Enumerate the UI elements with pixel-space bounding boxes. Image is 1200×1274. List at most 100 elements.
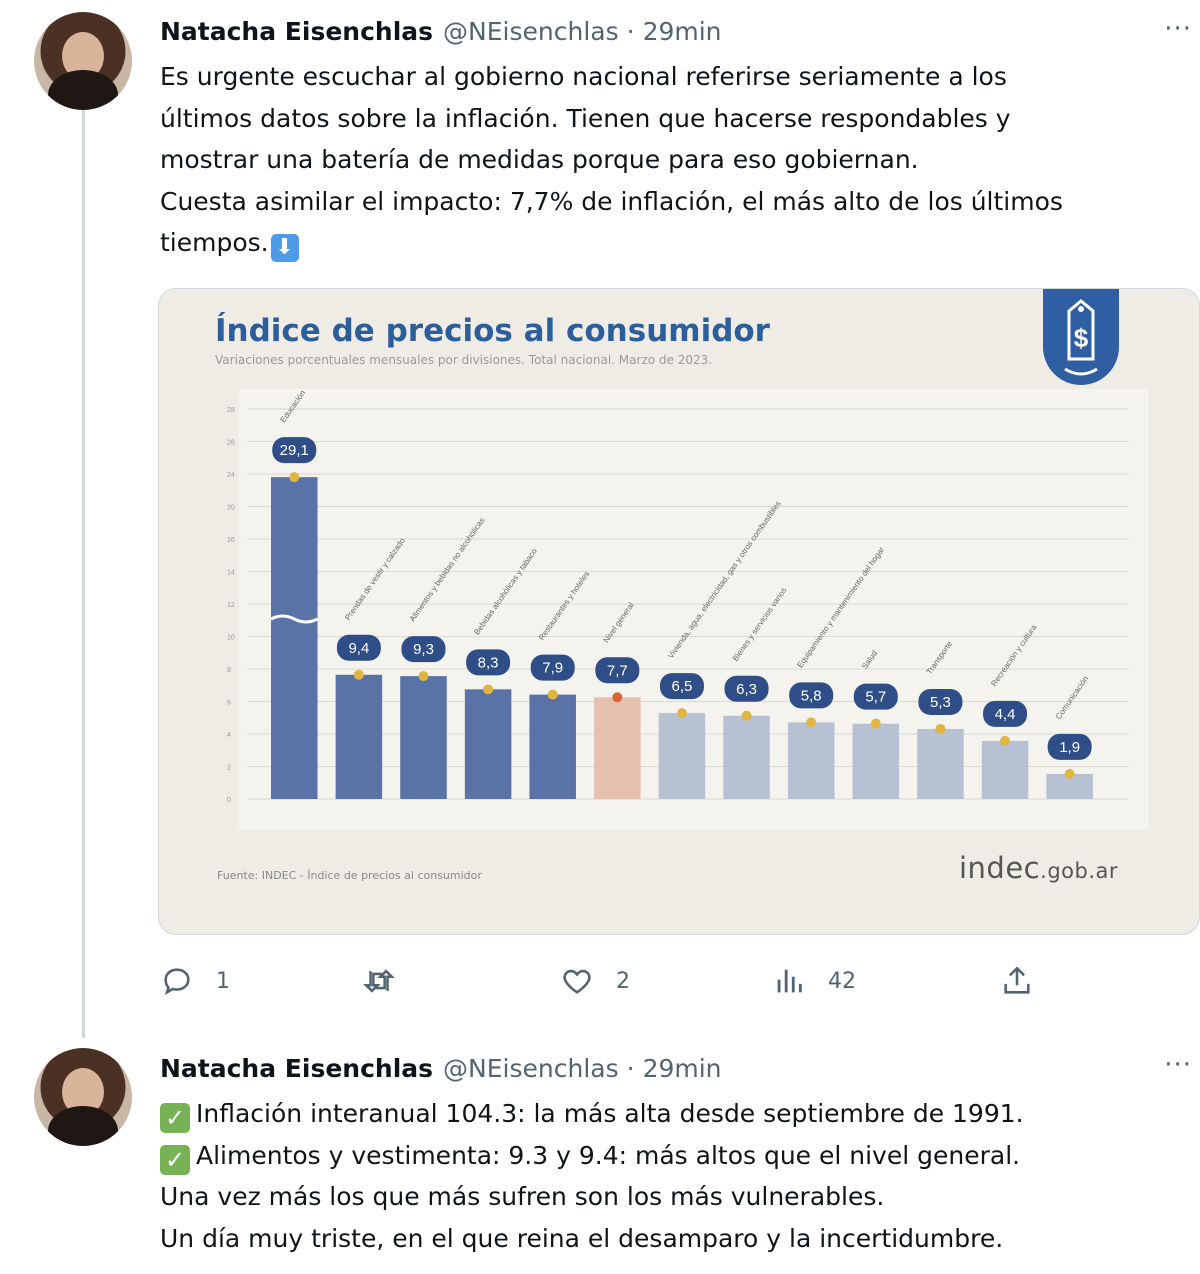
down-arrow-emoji-icon: ⬇	[270, 234, 299, 262]
like-count: 2	[616, 968, 630, 994]
bar-dot	[806, 717, 817, 728]
value-badge	[853, 683, 898, 710]
separator: ·	[626, 1053, 635, 1083]
bar	[658, 713, 706, 799]
value-label: 9,3	[413, 641, 434, 658]
tweet-line: ✓ Alimentos y vestimenta: 9.3 y 9.4: más …	[160, 1135, 1190, 1177]
author-handle[interactable]: @NEisenchlas	[443, 16, 619, 46]
bar-dot	[935, 723, 946, 734]
bar-dot	[418, 671, 429, 682]
value-badge	[466, 649, 511, 676]
bar	[271, 477, 318, 799]
check-mark-emoji-icon: ✓	[160, 1103, 190, 1133]
author-name[interactable]: Natacha Eisenchlas	[160, 1053, 434, 1083]
value-badge	[530, 654, 575, 681]
value-badge	[1047, 733, 1092, 760]
y-tick-label: 12	[227, 602, 235, 609]
bar-dot	[676, 708, 687, 719]
author-name[interactable]: Natacha Eisenchlas	[160, 16, 434, 46]
timestamp[interactable]: 29min	[642, 1053, 722, 1083]
chart-title: Índice de precios al consumidor	[215, 313, 770, 349]
bar-dot	[289, 472, 300, 483]
value-label: 9,4	[348, 640, 369, 657]
bar	[981, 740, 1029, 799]
value-badge	[724, 675, 769, 702]
value-badge	[659, 673, 704, 700]
tweet-text: ✓ Inflación interanual 104.3: la más alta…	[160, 1093, 1190, 1259]
bar	[464, 689, 512, 799]
value-label: 7,9	[542, 660, 563, 677]
share-icon	[1004, 966, 1030, 994]
tweet-line-text: Inflación interanual 104.3: la más alta …	[196, 1099, 1024, 1128]
value-badge	[595, 657, 640, 684]
separator: ·	[626, 16, 635, 46]
more-options-icon[interactable]: ···	[1164, 1050, 1192, 1080]
retweet-button[interactable]	[362, 958, 418, 1004]
avatar[interactable]	[34, 1048, 132, 1146]
share-button[interactable]	[1000, 958, 1034, 1004]
value-label: 5,7	[865, 689, 886, 706]
views-count: 42	[828, 968, 856, 994]
bar-dot	[1000, 735, 1011, 746]
y-tick-label: 28	[227, 407, 235, 414]
y-tick-label: 14	[227, 570, 235, 577]
y-tick-label: 2	[227, 765, 231, 772]
indec-logo: indec.gob.ar	[959, 851, 1118, 885]
views-button[interactable]: 42	[772, 958, 856, 1004]
y-tick-label: 8	[227, 667, 231, 674]
bar-dot	[870, 718, 881, 729]
value-label: 29,1	[280, 442, 309, 459]
value-badge	[983, 700, 1028, 727]
y-tick-label: 4	[227, 732, 231, 739]
tweet-header: Natacha Eisenchlas @NEisenchlas · 29min	[160, 15, 722, 47]
y-tick-label: 0	[227, 797, 231, 804]
y-tick-label: 26	[227, 440, 235, 447]
value-badge	[918, 688, 963, 715]
like-button[interactable]: 2	[560, 958, 630, 1004]
value-label: 6,5	[672, 678, 693, 695]
bar-chart: 02468101214162024262829,1Educación9,4Pre…	[227, 389, 1149, 829]
tweet-line: Un día muy triste, en el que reina el de…	[160, 1223, 1004, 1253]
y-tick-label: 6	[227, 700, 231, 707]
value-label: 5,3	[930, 694, 951, 711]
reply-count: 1	[216, 968, 230, 994]
tweet-header: Natacha Eisenchlas @NEisenchlas · 29min	[160, 1052, 722, 1084]
bar-dot	[1064, 768, 1075, 779]
value-label: 5,8	[801, 687, 822, 704]
price-tag-icon: $	[1064, 299, 1098, 376]
tweet-line: Es urgente escuchar al gobierno nacional…	[160, 62, 1007, 91]
bar	[917, 728, 964, 799]
heart-icon	[563, 969, 591, 994]
more-options-icon[interactable]: ···	[1164, 14, 1192, 44]
bar	[529, 694, 576, 799]
bar-dot	[741, 710, 752, 721]
logo-main: indec	[959, 851, 1041, 885]
retweet-icon	[363, 969, 395, 993]
value-badge	[789, 682, 834, 709]
avatar[interactable]	[34, 12, 132, 110]
badge-symbol: $	[1074, 323, 1089, 353]
reply-button[interactable]: 1	[160, 958, 230, 1004]
bar	[787, 722, 835, 799]
tweet-line-text: Alimentos y vestimenta: 9.3 y 9.4: más a…	[196, 1140, 1021, 1170]
chart-subtitle: Variaciones porcentuales mensuales por d…	[215, 353, 713, 367]
tweet-actions: 1 2 42	[160, 958, 1060, 1004]
tweet-line: últimos datos sobre la inflación. Tienen…	[160, 103, 1011, 133]
value-badge	[272, 437, 317, 464]
media-image[interactable]: Índice de precios al consumidor Variacio…	[158, 288, 1200, 935]
value-label: 8,3	[478, 654, 499, 671]
bar	[723, 715, 770, 799]
check-mark-emoji-icon: ✓	[160, 1144, 190, 1175]
bar-dot	[547, 689, 558, 700]
chart-source: Fuente: INDEC - Índice de precios al con…	[217, 869, 482, 882]
bar	[400, 676, 447, 799]
tweet-line: Una vez más los que más sufren son los m…	[160, 1182, 885, 1211]
bar	[335, 674, 383, 799]
y-tick-label: 20	[227, 505, 235, 512]
author-handle[interactable]: @NEisenchlas	[443, 1053, 619, 1083]
value-label: 7,7	[607, 662, 628, 679]
timestamp[interactable]: 29min	[642, 16, 722, 46]
y-tick-label: 10	[227, 635, 235, 642]
tweet-line: ✓ Inflación interanual 104.3: la más alta…	[160, 1093, 1190, 1135]
reply-icon	[164, 968, 190, 996]
